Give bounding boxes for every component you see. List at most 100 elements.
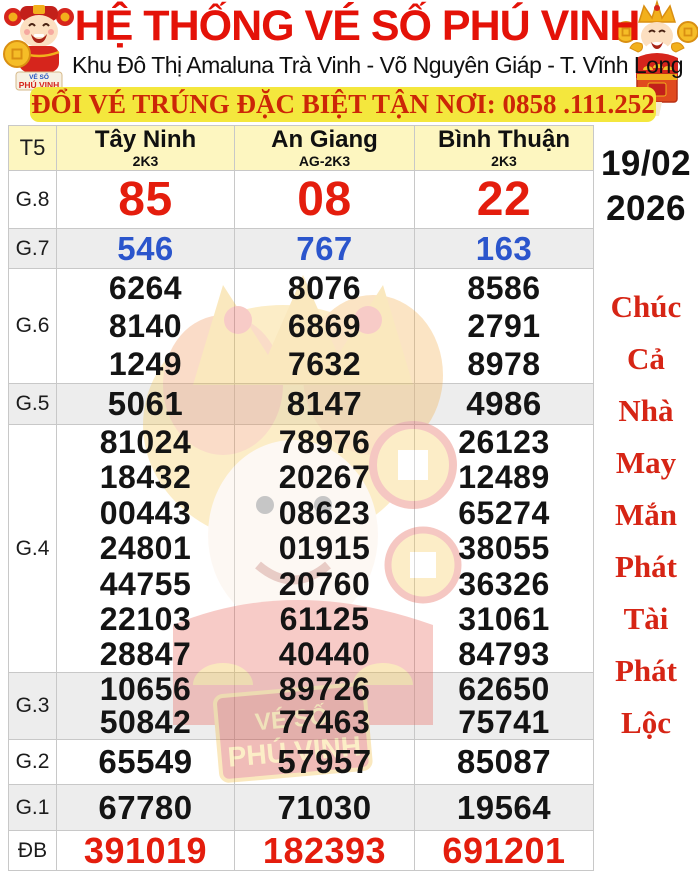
promo-banner: ĐỔI VÉ TRÚNG ĐẶC BIỆT TẬN NƠI: 0858 .111… (30, 87, 656, 122)
prize-row-g7: G.7 546 767 163 (8, 229, 594, 269)
prize-number: 08 (297, 172, 352, 226)
prize-number: 85 (118, 172, 173, 226)
prize-row-g6: G.6 6264 8140 1249 8076 6869 7632 8586 2791 8978 (8, 269, 594, 384)
left-mascot-god-of-wealth-icon: VÉ SỐ PHÚ VINH (3, 5, 74, 91)
prize-label: ĐB (17, 838, 48, 862)
prize-number: 84793 (458, 636, 550, 673)
prize-cell: 89726 77463 (234, 673, 414, 739)
prize-cell: 163 (414, 229, 593, 268)
province-name: Bình Thuận (438, 126, 570, 153)
province-name: An Giang (271, 126, 378, 153)
province-header-3: Bình Thuận 2K3 (414, 126, 593, 170)
prize-cell: 62650 75741 (414, 673, 593, 739)
prize-number: 182393 (262, 829, 387, 871)
prize-cell: 19564 (414, 785, 593, 830)
draw-date: 19/02 2026 (594, 125, 698, 231)
prize-number: 89726 (278, 671, 371, 707)
prize-cell: 691201 (414, 831, 593, 870)
prize-label-cell: G.4 (9, 425, 56, 673)
prize-number: 691201 (442, 829, 566, 871)
prize-number: 767 (296, 229, 353, 267)
page-title: HỆ THỐNG VÉ SỐ PHÚ VINH (74, 2, 641, 50)
prize-cell: 81024 18432 00443 24801 44755 22103 28847 (56, 424, 234, 673)
draw-date-day-month: 19/02 (600, 144, 692, 183)
prize-number: 546 (117, 229, 174, 267)
prize-number: 00443 (99, 494, 192, 531)
wish-word: Nhà (618, 393, 674, 428)
prize-cell: 78976 20267 08623 01915 20760 61125 40440 (234, 424, 414, 673)
prize-number: 4986 (466, 385, 542, 422)
wish-word: Phát (615, 549, 677, 584)
prize-number: 67780 (98, 789, 193, 826)
mascot-banner-top-label: VÉ SỐ (29, 71, 49, 81)
prize-number: 44755 (99, 565, 192, 602)
prize-cell: 4986 (414, 384, 593, 424)
prize-label-cell: G.8 (9, 171, 56, 228)
prize-number: 5061 (107, 385, 184, 422)
prize-row-g2: G.2 65549 57957 85087 (8, 740, 594, 785)
prize-cell: 8076 6869 7632 (234, 269, 414, 383)
prize-number: 7632 (287, 346, 362, 382)
prize-cell: 57957 (234, 740, 414, 784)
prize-number: 28847 (99, 636, 192, 673)
prize-number: 81024 (99, 424, 192, 460)
prize-label: G.1 (15, 795, 50, 819)
prize-number: 391019 (83, 829, 208, 871)
prize-label: G.8 (15, 187, 50, 211)
prize-row-g3: G.3 10656 50842 89726 77463 62650 75741 (8, 673, 594, 740)
prize-number: 31061 (458, 601, 550, 638)
province-code: 2K3 (132, 153, 159, 169)
prize-number: 20760 (278, 565, 371, 602)
prize-label: G.3 (15, 694, 50, 717)
day-label-cell: T5 (9, 126, 56, 170)
prize-number: 8076 (287, 270, 362, 306)
prize-label: G.6 (15, 314, 50, 337)
prize-label-cell: ĐB (9, 831, 56, 870)
table-header-row: T5 Tây Ninh 2K3 An Giang AG-2K3 Bình Thuận 2K… (8, 125, 594, 171)
prize-number: 77463 (278, 704, 371, 740)
prize-row-g1: G.1 67780 71030 19564 (8, 785, 594, 831)
wish-word: Cả (627, 341, 665, 376)
province-code: 2K3 (491, 153, 517, 169)
province-code: AG-2K3 (298, 153, 351, 169)
prize-label: G.5 (15, 392, 50, 415)
prize-label: G.2 (15, 750, 50, 773)
prize-number: 2791 (467, 308, 541, 344)
draw-date-year: 2026 (606, 189, 686, 228)
prize-number: 12489 (458, 459, 550, 496)
prize-number: 10656 (99, 671, 192, 707)
prize-cell: 6264 8140 1249 (56, 269, 234, 383)
prize-cell: 65549 (56, 740, 234, 784)
prize-number: 57957 (277, 743, 372, 780)
prize-label-cell: G.3 (9, 673, 56, 739)
prize-number: 61125 (279, 601, 370, 638)
prize-number: 8978 (467, 346, 541, 382)
province-name: Tây Ninh (94, 126, 197, 153)
prize-label-cell: G.2 (9, 740, 56, 784)
prize-number: 1249 (108, 346, 183, 382)
prize-cell: 71030 (234, 785, 414, 830)
prize-number: 78976 (278, 424, 371, 460)
prize-cell: 8586 2791 8978 (414, 269, 593, 383)
wish-word: Phát (615, 653, 677, 688)
prize-number: 8586 (467, 270, 541, 306)
prize-label-cell: G.6 (9, 269, 56, 383)
prize-cell: 67780 (56, 785, 234, 830)
wish-word: May (615, 445, 677, 480)
prize-number: 62650 (458, 671, 550, 707)
prize-number: 8147 (286, 385, 363, 422)
prize-number: 38055 (458, 530, 550, 567)
day-label: T5 (19, 135, 46, 160)
prize-number: 163 (475, 229, 533, 267)
prize-number: 22 (476, 172, 532, 226)
province-header-2: An Giang AG-2K3 (234, 126, 414, 170)
prize-cell: 10656 50842 (56, 673, 234, 739)
prize-cell: 26123 12489 65274 38055 36326 31061 84793 (414, 424, 593, 673)
prize-label-cell: G.7 (9, 229, 56, 268)
wishes-column: Chúc Cả Nhà May Mắn Phát Tài Phát Lộc (594, 281, 698, 749)
prize-number: 8140 (108, 308, 183, 344)
prize-cell: 182393 (234, 831, 414, 870)
prize-row-đb: ĐB 391019 182393 691201 (8, 831, 594, 871)
prize-label-cell: G.5 (9, 384, 56, 424)
